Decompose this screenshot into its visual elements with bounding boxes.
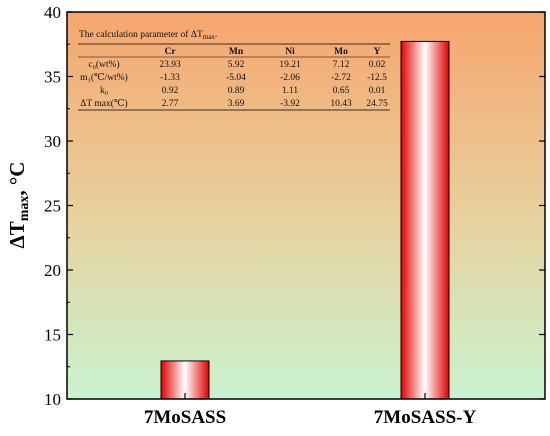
- inset-table-caption: The calculation parameter of ΔTmax.: [79, 29, 217, 41]
- inset-table-cell: 0.02: [369, 60, 386, 70]
- inset-table-cell: 0.89: [228, 86, 245, 96]
- inset-table-cell: 2.77: [162, 99, 179, 109]
- inset-table-cell: 24.75: [366, 99, 388, 109]
- inset-table-cell: 19.21: [279, 60, 301, 70]
- bar-7mosass-y: [400, 40, 450, 400]
- plot-background: [67, 12, 545, 399]
- y-axis: 10 15 20 25 30 35 40: [44, 3, 545, 409]
- y-tick-label: 15: [44, 326, 61, 345]
- inset-table-cell: c₀(wt%): [88, 59, 119, 70]
- inset-table: The calculation parameter of ΔTmax. Cr Mn…: [78, 29, 390, 111]
- inset-table-cells: Cr Mn Ni Mo Yc₀(wt%) 23.93 5.92 19.21 7.12 0.02 m₁…: [80, 47, 388, 109]
- y-tick-label: 30: [44, 132, 61, 151]
- inset-table-header-cell: Y: [374, 47, 381, 57]
- inset-table-cell: 23.93: [159, 60, 181, 70]
- inset-table-cell: 3.69: [228, 99, 245, 109]
- y-axis-label: ΔTmax, °C: [5, 162, 32, 249]
- inset-table-cell: -3.92: [280, 99, 300, 109]
- inset-table-cell: -2.06: [280, 73, 300, 83]
- y-tick-label: 20: [44, 261, 61, 280]
- inset-table-header-cell: Cr: [164, 47, 176, 57]
- inset-table-header-cell: Mn: [229, 47, 244, 57]
- y-tick-label: 10: [44, 390, 61, 409]
- x-tick-label: 7MoSASS-Y: [374, 407, 477, 428]
- y-tick-label: 25: [44, 197, 61, 216]
- inset-table-caption-sub: max: [203, 33, 216, 41]
- inset-table-cell: -5.04: [226, 73, 246, 83]
- bar-7mosass: [160, 360, 210, 400]
- x-axis: 7MoSASS 7MoSASS-Y: [144, 393, 477, 428]
- inset-table-cell: 0.01: [369, 86, 386, 96]
- inset-table-header-cell: Mo: [334, 47, 348, 57]
- inset-table-cell: m₁(℃/wt%): [80, 72, 128, 83]
- bars: [160, 40, 450, 400]
- inset-table-cell: 0.65: [333, 86, 350, 96]
- inset-table-cell: 7.12: [333, 60, 350, 70]
- inset-table-header-cell: Ni: [285, 47, 295, 57]
- y-tick-label: 40: [44, 3, 61, 22]
- inset-table-cell: 5.92: [228, 60, 245, 70]
- inset-table-cell: -1.33: [160, 73, 180, 83]
- inset-table-cell: ΔT max(℃): [80, 98, 127, 109]
- inset-table-cell: 10.43: [330, 99, 352, 109]
- inset-table-cell: 1.11: [282, 86, 299, 96]
- inset-table-cell: 0.92: [162, 86, 179, 96]
- inset-table-cell: -2.72: [331, 73, 351, 83]
- inset-table-cell: -12.5: [367, 73, 387, 83]
- y-tick-label: 35: [44, 68, 61, 87]
- x-tick-label: 7MoSASS: [144, 407, 226, 428]
- y-axis-label-sub: max: [17, 196, 32, 222]
- inset-table-cell: k₀: [100, 86, 108, 96]
